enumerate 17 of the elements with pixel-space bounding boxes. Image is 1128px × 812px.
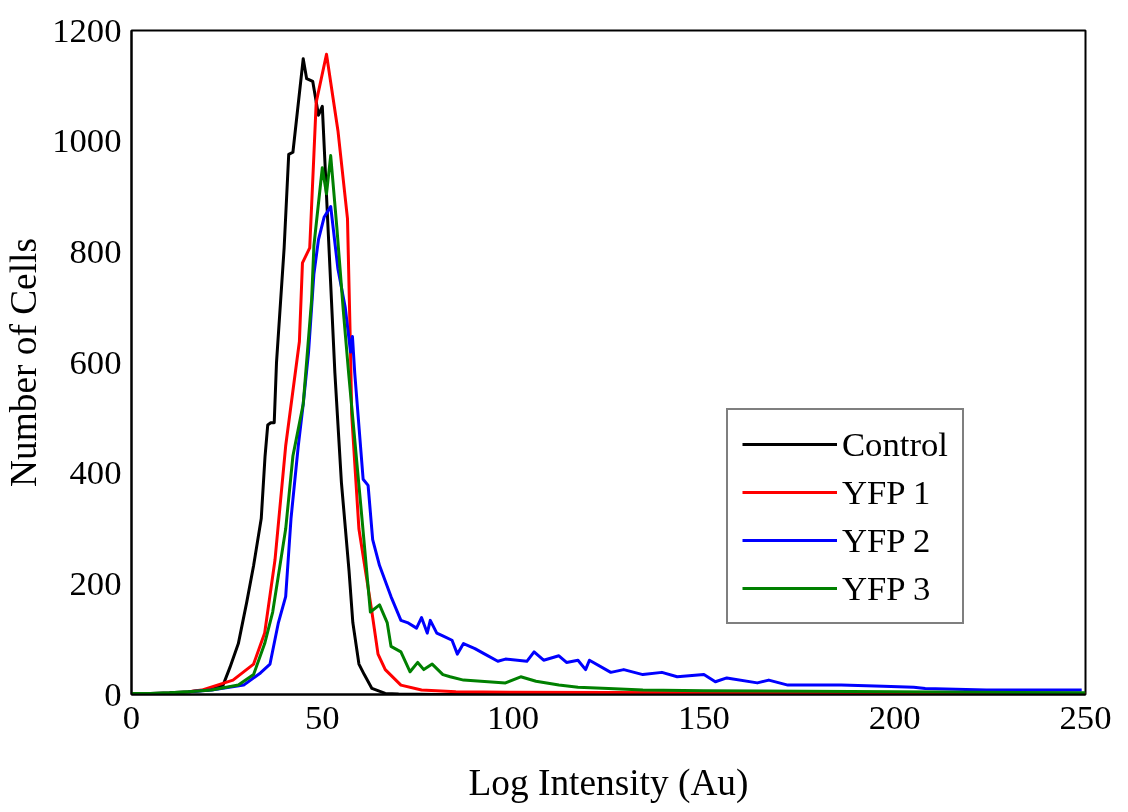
y-tick-label: 400: [69, 453, 122, 492]
y-tick-label: 1200: [52, 10, 122, 49]
y-tick-label: 800: [69, 231, 122, 270]
x-tick-label: 250: [1059, 697, 1112, 736]
legend-label: Control: [842, 424, 948, 464]
x-tick-label: 200: [868, 697, 921, 736]
y-tick-label: 1000: [52, 121, 122, 160]
legend-label: YFP 2: [842, 520, 931, 560]
y-tick-label: 200: [69, 563, 122, 602]
legend-label: YFP 3: [842, 568, 931, 608]
x-tick-label: 150: [677, 697, 730, 736]
x-tick-label: 100: [487, 697, 540, 736]
x-axis-title: Log Intensity (Au): [468, 761, 749, 804]
x-tick-label: 50: [304, 697, 340, 736]
legend-label: YFP 1: [842, 472, 931, 512]
y-axis-title: Number of Cells: [3, 238, 45, 487]
y-tick-label: 600: [69, 342, 122, 381]
